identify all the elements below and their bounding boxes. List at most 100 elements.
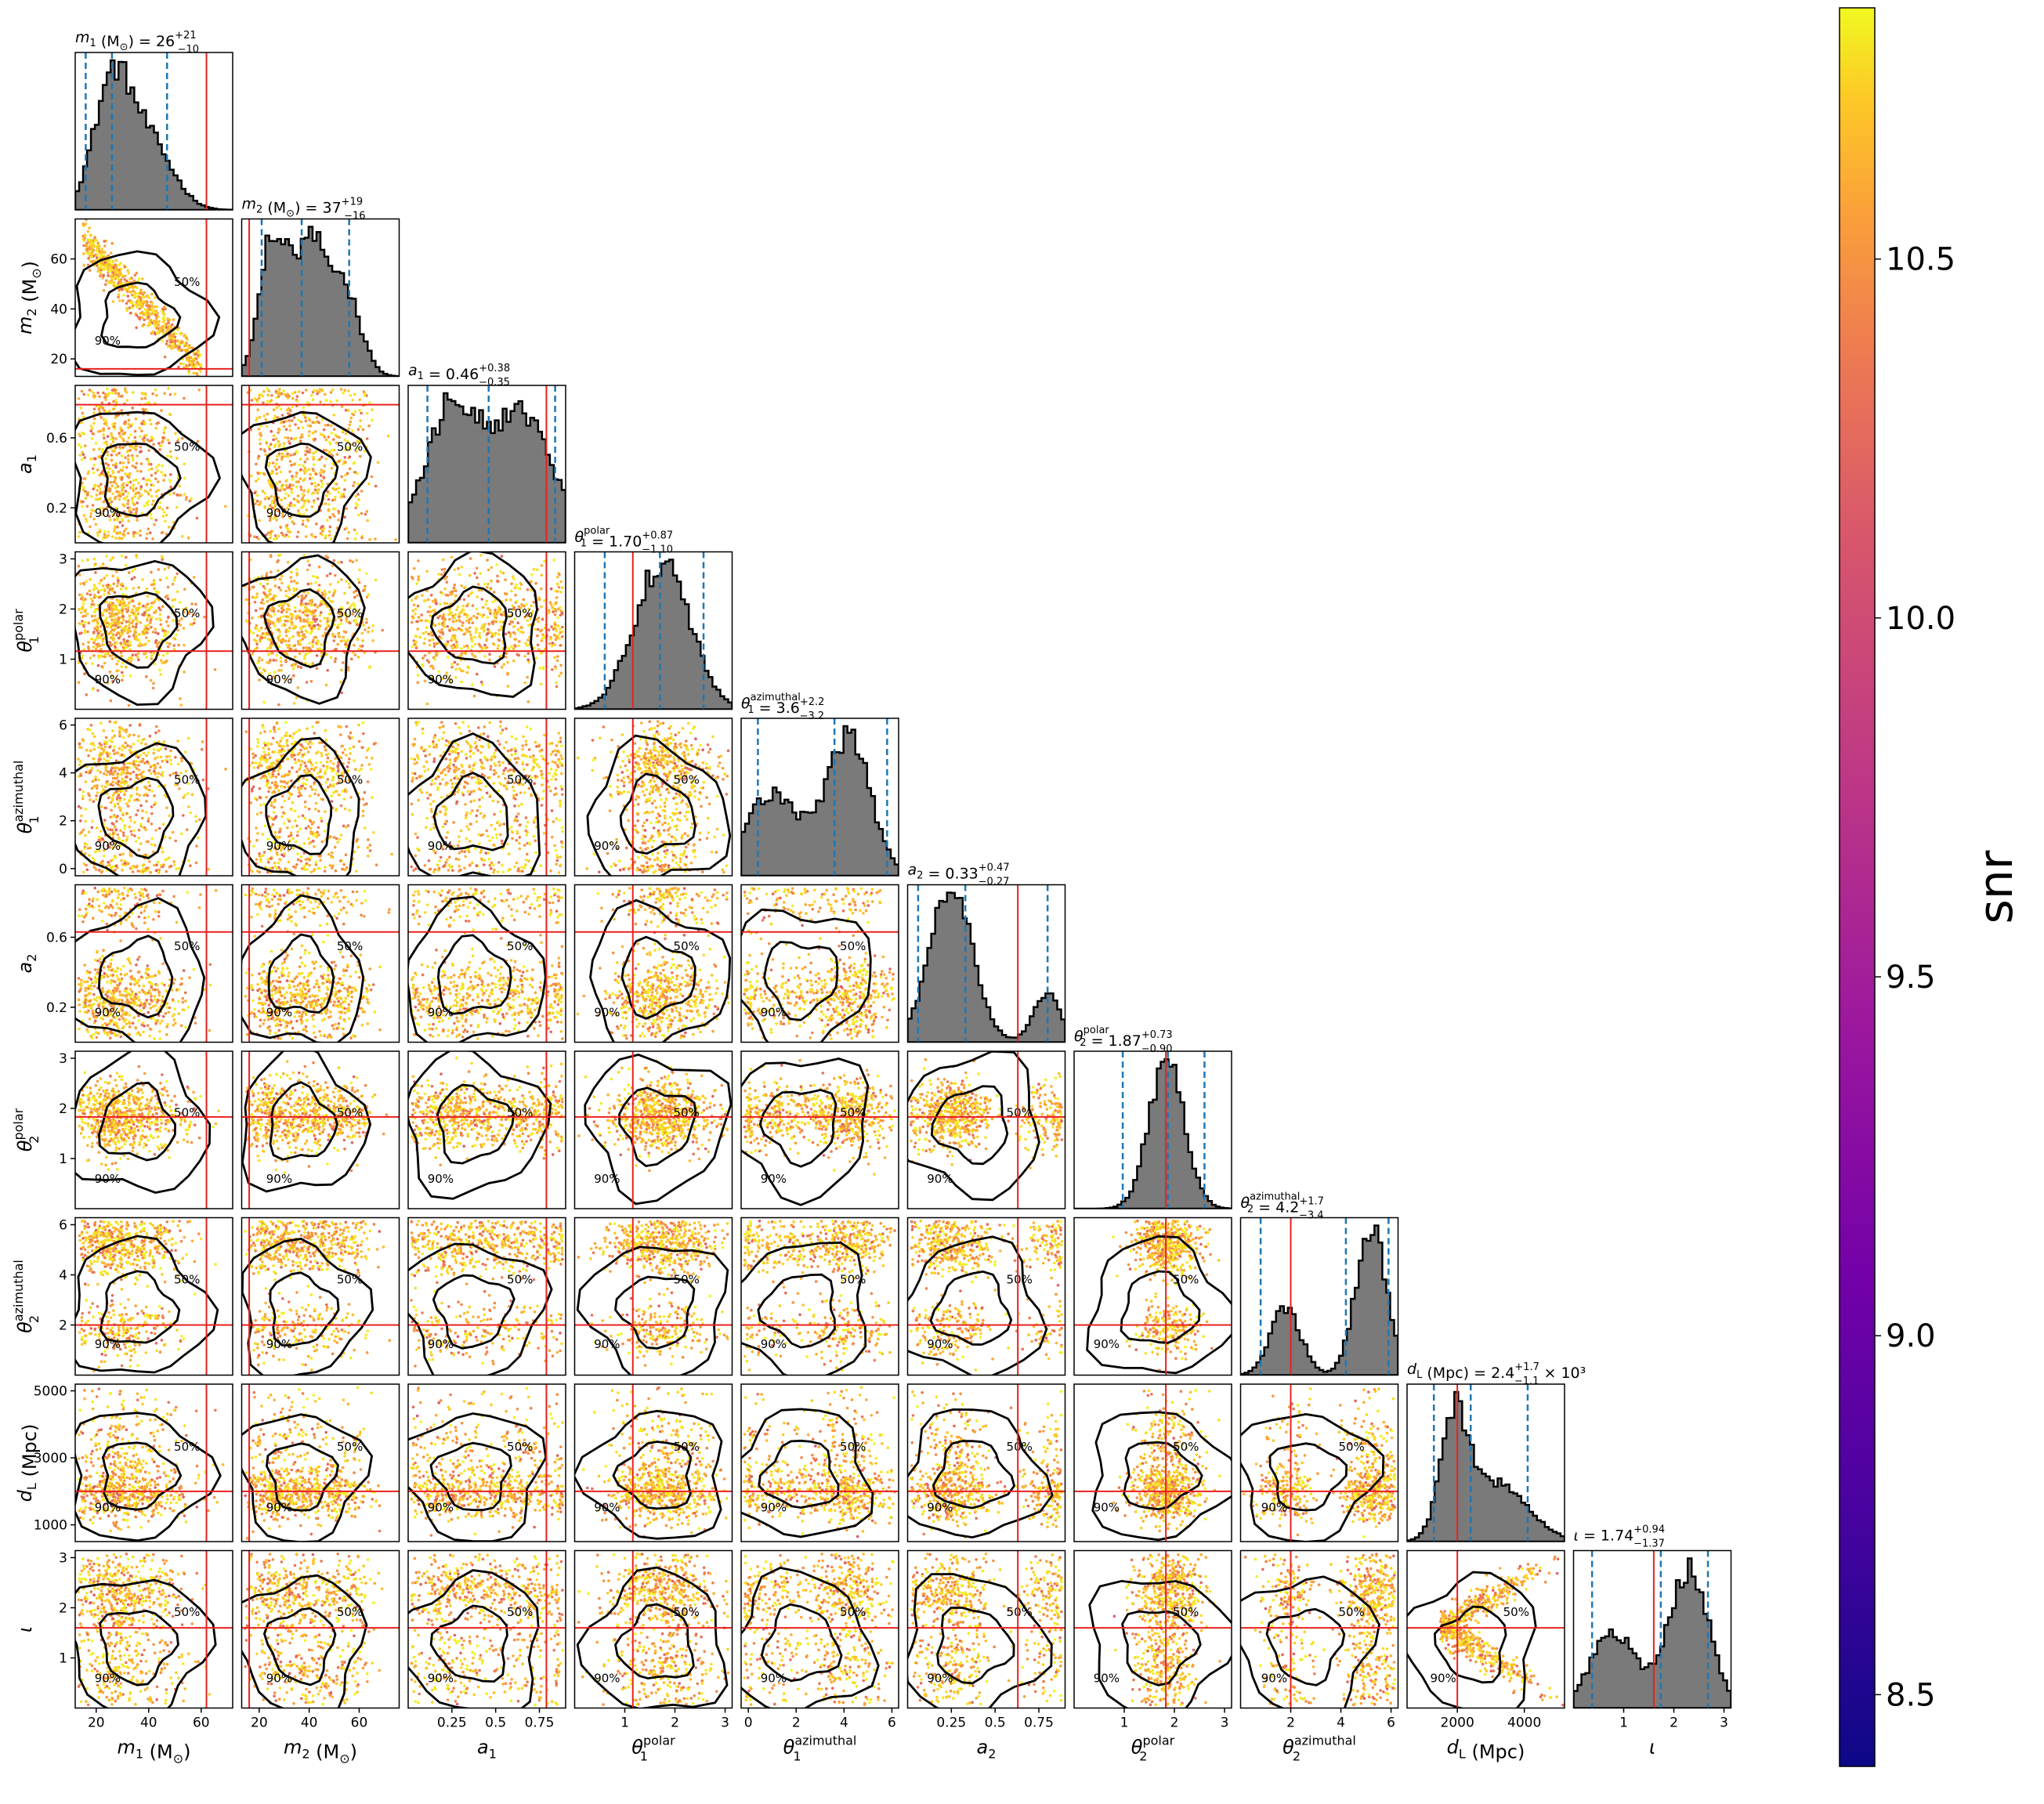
scatter-point [480, 646, 484, 649]
scatter-point [108, 752, 111, 755]
scatter-point [275, 472, 279, 475]
scatter-point [170, 323, 174, 327]
scatter-point [107, 584, 110, 587]
contour-50 [262, 588, 336, 669]
scatter-point [416, 604, 420, 608]
scatter-point [114, 607, 118, 611]
scatter-point [291, 478, 294, 481]
y-tick-label: 3 [59, 551, 67, 567]
scatter-point [167, 624, 170, 627]
scatter-point [282, 421, 286, 424]
scatter-point [136, 606, 140, 609]
scatter-point [114, 486, 118, 490]
scatter-point [83, 847, 86, 851]
scatter-point [279, 619, 282, 623]
scatter-point [272, 438, 275, 442]
scatter-point [99, 472, 103, 475]
scatter-point [549, 587, 553, 591]
scatter-point [118, 747, 121, 750]
hist-bars [241, 226, 400, 377]
scatter-point [280, 663, 283, 667]
scatter-point [192, 621, 196, 625]
scatter-point [307, 417, 310, 420]
scatter-point [279, 553, 282, 557]
scatter-point [510, 645, 513, 649]
scatter-point [273, 624, 277, 627]
scatter-point [418, 635, 421, 639]
scatter-point [353, 481, 356, 484]
scatter-point [154, 829, 157, 832]
scatter-point [422, 642, 426, 645]
scatter-point [339, 680, 342, 684]
scatter-point [340, 405, 344, 408]
scatter-point [92, 596, 96, 599]
scatter-point [487, 582, 490, 586]
scatter-point [107, 796, 110, 800]
scatter-point [512, 647, 516, 650]
scatter-point [290, 419, 294, 422]
scatter-point [149, 488, 152, 492]
panel-frame [74, 385, 233, 544]
scatter-point [540, 564, 544, 567]
scatter-point [471, 639, 474, 643]
scatter-point [139, 606, 143, 609]
scatter-point [78, 434, 82, 438]
scatter-point [166, 645, 170, 649]
scatter-point [508, 634, 512, 638]
scatter-point [90, 241, 93, 245]
scatter-point [459, 654, 463, 657]
scatter-point [132, 479, 136, 483]
scatter-point [128, 761, 132, 765]
scatter-point [279, 616, 282, 620]
scatter-point [117, 293, 121, 296]
scatter-point [110, 459, 114, 462]
scatter-point [135, 478, 138, 482]
scatter-point [417, 559, 420, 562]
scatter-point [128, 506, 132, 510]
scatter-point [475, 616, 479, 620]
scatter-point [471, 604, 475, 607]
scatter-point [282, 445, 285, 449]
scatter-point [113, 389, 117, 392]
scatter-point [145, 457, 149, 461]
scatter-point [89, 798, 92, 801]
scatter-point [333, 588, 336, 592]
scatter-point [561, 625, 564, 629]
contour-label-50: 50% [507, 606, 533, 620]
scatter-point [163, 631, 166, 634]
scatter-point [269, 443, 273, 446]
scatter-point [333, 498, 337, 501]
scatter-point [134, 637, 137, 641]
scatter-point [99, 753, 103, 756]
scatter-point [96, 689, 99, 692]
y-axis-label-m2: m2 (M⊙) [14, 261, 44, 334]
scatter-point [416, 620, 419, 624]
panel-frame [573, 551, 733, 710]
scatter-point [143, 826, 147, 830]
scatter-point [329, 399, 332, 403]
scatter-point [110, 251, 113, 255]
scatter-point [88, 226, 91, 230]
scatter-point [106, 625, 109, 628]
scatter-point [177, 866, 181, 870]
scatter-point [84, 808, 88, 811]
scatter-point [114, 416, 118, 419]
scatter-point [295, 475, 298, 478]
scatter-point [282, 615, 285, 618]
scatter-point [94, 442, 98, 445]
scatter-point [81, 222, 85, 226]
scatter-point [293, 624, 296, 628]
scatter-point [161, 771, 165, 774]
scatter-point [266, 582, 270, 586]
scatter-point [277, 452, 281, 455]
scatter-point [256, 408, 260, 412]
scatter-point [538, 667, 542, 670]
scatter-point [131, 497, 134, 501]
scatter-point [259, 615, 263, 618]
scatter-point [146, 618, 149, 621]
panel-frame [74, 218, 233, 378]
scatter-point [526, 619, 530, 623]
scatter-point [356, 472, 359, 475]
scatter-point [121, 599, 125, 602]
scatter-point [326, 519, 329, 522]
